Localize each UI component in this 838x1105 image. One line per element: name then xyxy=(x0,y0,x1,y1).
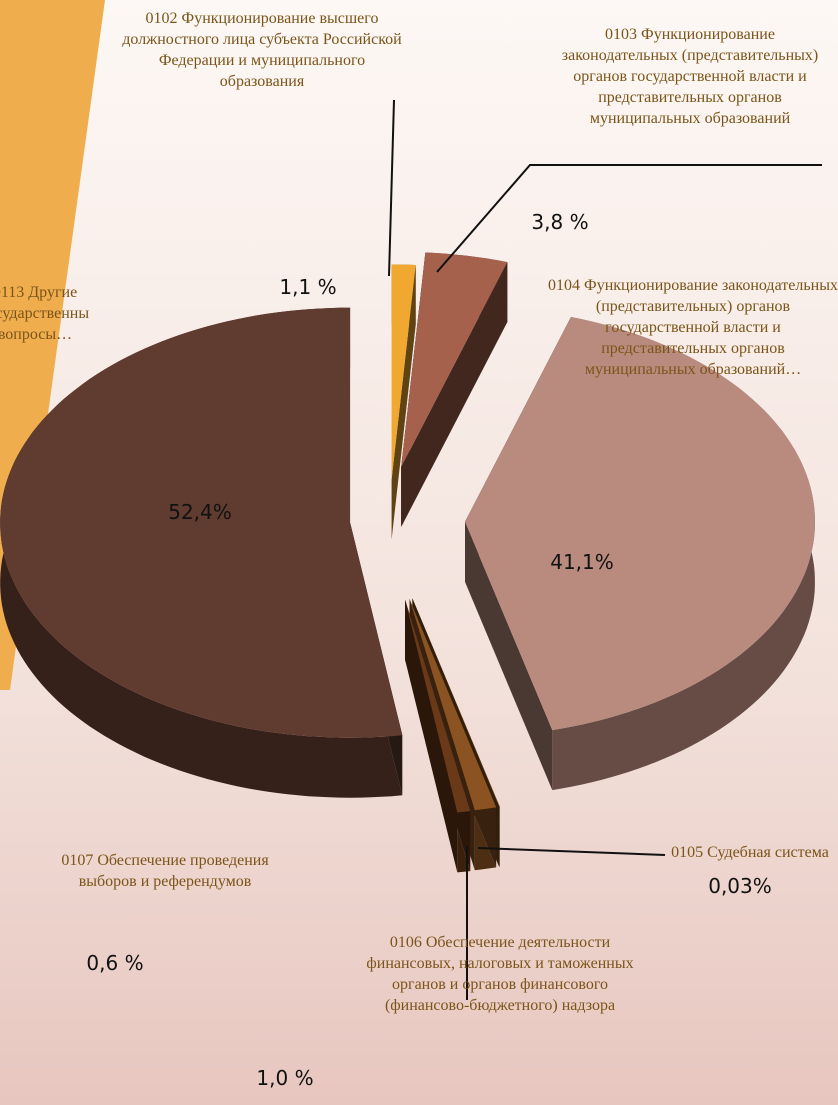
slice xyxy=(391,264,416,480)
category-label: 0105 Судебная система xyxy=(671,844,829,861)
category-label: 0102 Функционирование высшего должностно… xyxy=(122,10,402,90)
category-label: 0104 Функционирование законодательных (п… xyxy=(548,277,838,378)
slice-side xyxy=(391,265,416,540)
category-label: 0113 Другие государственны вопросы… xyxy=(0,284,90,343)
value-label: 41,1% xyxy=(550,550,614,574)
value-label: 3,8 % xyxy=(531,210,589,234)
slice xyxy=(465,317,815,731)
pie xyxy=(0,252,815,873)
category-label: 0107 Обеспечение проведения выборов и ре… xyxy=(61,852,269,890)
category-label: 0106 Обеспечение деятельности финансовых… xyxy=(366,934,634,1014)
leader-line xyxy=(477,847,666,856)
leader-line xyxy=(388,99,395,277)
value-label: 1,1 % xyxy=(279,275,337,299)
value-label: 1,0 % xyxy=(256,1066,314,1090)
slice xyxy=(412,598,500,807)
slice-side xyxy=(465,521,553,791)
leader-line xyxy=(436,164,822,273)
slice xyxy=(405,599,471,813)
leader-lines xyxy=(388,99,822,1000)
slice-side xyxy=(405,599,458,873)
slice-side xyxy=(401,262,508,527)
slice xyxy=(409,599,497,811)
category-label: 0103 Функционирование законодательных (п… xyxy=(561,26,819,127)
value-label: 52,4% xyxy=(168,500,232,524)
value-label: 0,03% xyxy=(708,874,772,898)
slice xyxy=(401,252,508,467)
value-label: 0,6 % xyxy=(86,951,144,975)
slice xyxy=(0,307,403,738)
